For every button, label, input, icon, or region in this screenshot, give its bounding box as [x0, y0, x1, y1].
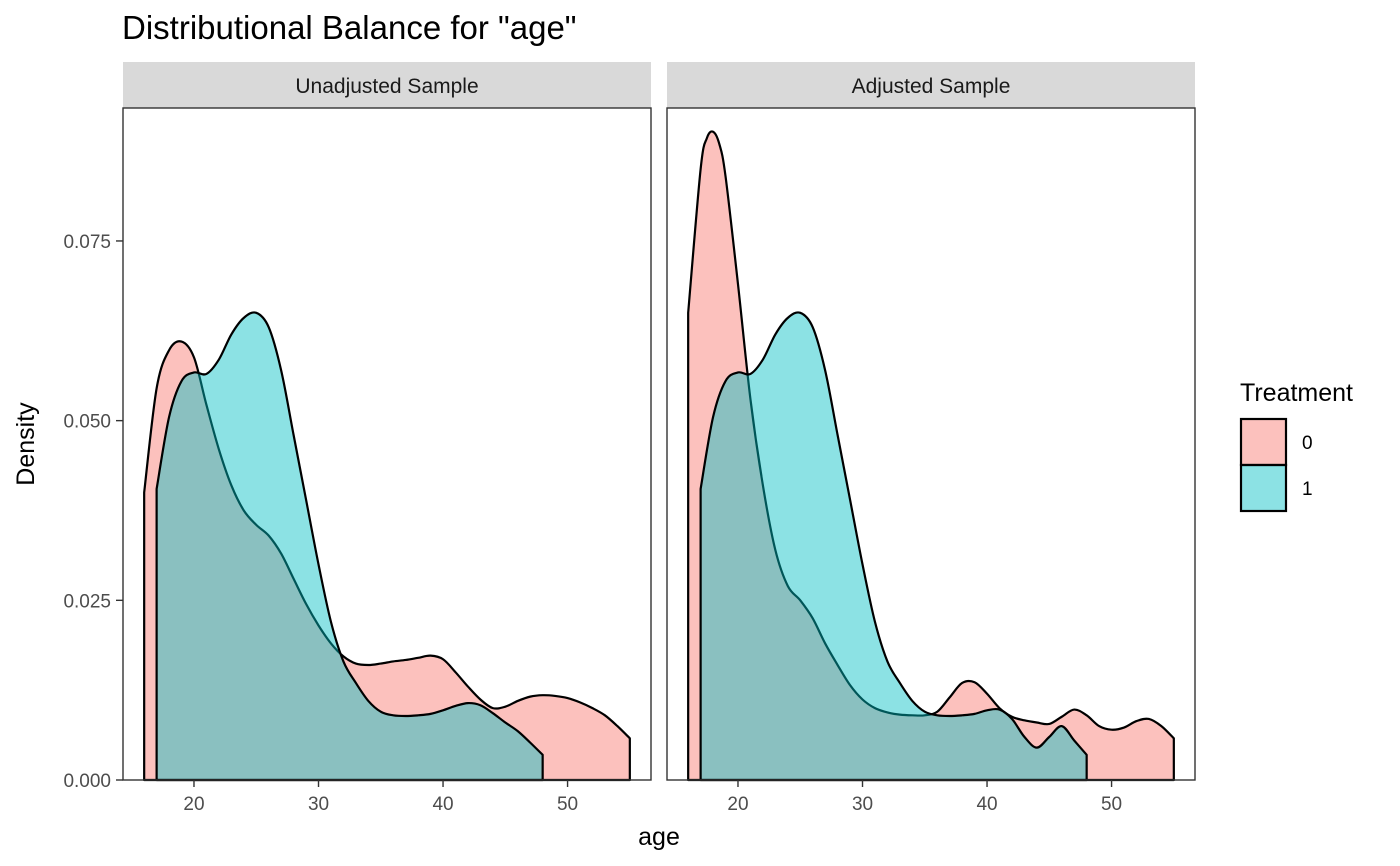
facet-panels: Unadjusted Sample 20 30 40 50 0.000 0.025 0.050… — [63, 62, 1196, 815]
y-tick-label: 0.000 — [63, 771, 111, 792]
y-tick-label: 0.075 — [63, 232, 111, 253]
y-axis-title: Density — [12, 402, 40, 486]
legend-title: Treatment — [1240, 379, 1353, 407]
panel-border — [122, 107, 652, 781]
facet-panel-2: Adjusted Sample 20 30 40 50 — [666, 62, 1196, 815]
chart-title: Distributional Balance for "age" — [122, 9, 577, 46]
x-tick-label: 40 — [976, 794, 997, 815]
y-tick-label: 0.050 — [63, 412, 111, 433]
legend-key-0 — [1239, 417, 1288, 467]
x-axis-title: age — [638, 823, 680, 851]
facet-strip-label: Adjusted Sample — [852, 75, 1011, 98]
facet-strip — [667, 62, 1195, 108]
x-tick-label: 20 — [183, 794, 204, 815]
x-tick-label: 20 — [727, 794, 748, 815]
y-tick-label: 0.025 — [63, 591, 111, 612]
density-area-treatment-1 — [699, 311, 1088, 782]
panel-border — [666, 107, 1196, 781]
facet-panel-1: Unadjusted Sample 20 30 40 50 0.000 0.025 0.050… — [63, 62, 652, 815]
x-tick-label: 30 — [852, 794, 873, 815]
density-area-treatment-1 — [155, 311, 544, 782]
legend: Treatment 0 1 — [1239, 379, 1353, 513]
legend-label-0: 0 — [1302, 433, 1313, 454]
x-tick-label: 30 — [308, 794, 329, 815]
x-tick-label: 40 — [432, 794, 453, 815]
density-area-treatment-0 — [143, 340, 631, 782]
x-tick-label: 50 — [557, 794, 578, 815]
facet-strip — [123, 62, 651, 108]
legend-key-1 — [1239, 463, 1288, 513]
density-area-treatment-0 — [687, 130, 1175, 782]
facet-strip-label: Unadjusted Sample — [295, 75, 478, 98]
x-tick-label: 50 — [1101, 794, 1122, 815]
legend-label-1: 1 — [1302, 479, 1313, 500]
